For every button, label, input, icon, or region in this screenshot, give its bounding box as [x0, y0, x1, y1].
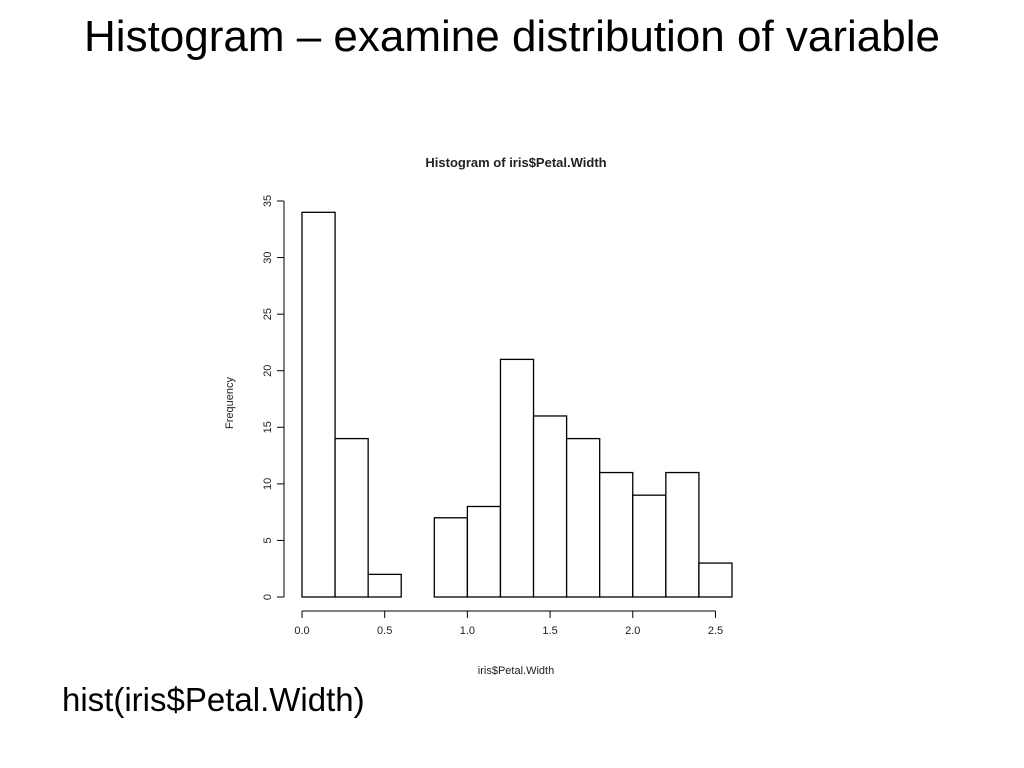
histogram-bar — [367, 573, 402, 598]
histogram-bar — [433, 517, 469, 598]
y-axis-label: Frequency — [224, 377, 236, 429]
histogram-bar — [532, 415, 568, 598]
x-tick-label: 1.5 — [542, 625, 557, 637]
x-axis-label: iris$Petal.Width — [478, 665, 554, 677]
chart-title: Histogram of iris$Petal.Width — [425, 155, 606, 170]
code-caption: hist(iris$Petal.Width) — [62, 681, 365, 718]
histogram-bar — [665, 471, 700, 598]
y-axis: 0 5 10 15 20 25 30 35 — [262, 195, 285, 600]
y-tick-label: 30 — [262, 251, 274, 263]
x-axis: 0.0 0.5 1.0 1.5 2.0 2.5 — [294, 610, 723, 637]
histogram-bar — [334, 437, 369, 598]
histogram-chart: Histogram of iris$Petal.Width 0 5 10 15 20 25… — [224, 155, 733, 677]
histogram-bar — [599, 471, 634, 598]
y-tick-label: 0 — [262, 594, 274, 600]
x-tick-label: 0.0 — [294, 625, 309, 637]
y-tick-label: 5 — [262, 537, 274, 543]
slide-title: Histogram – examine distribution of vari… — [84, 12, 940, 61]
y-tick-label: 25 — [262, 308, 274, 320]
y-tick-label: 10 — [262, 478, 274, 490]
x-tick-label: 0.5 — [377, 625, 392, 637]
x-tick-label: 1.0 — [460, 625, 475, 637]
histogram-bar — [301, 211, 336, 598]
x-tick-label: 2.5 — [708, 625, 723, 637]
histogram-bar — [632, 494, 667, 598]
histogram-bar — [499, 358, 535, 598]
histogram-bar — [698, 562, 733, 598]
histogram-bars — [301, 211, 733, 598]
histogram-bar — [565, 437, 601, 598]
y-tick-label: 35 — [262, 195, 274, 207]
x-tick-label: 2.0 — [625, 625, 640, 637]
y-tick-label: 15 — [262, 421, 274, 433]
y-tick-label: 20 — [262, 365, 274, 377]
histogram-bar — [466, 505, 502, 598]
